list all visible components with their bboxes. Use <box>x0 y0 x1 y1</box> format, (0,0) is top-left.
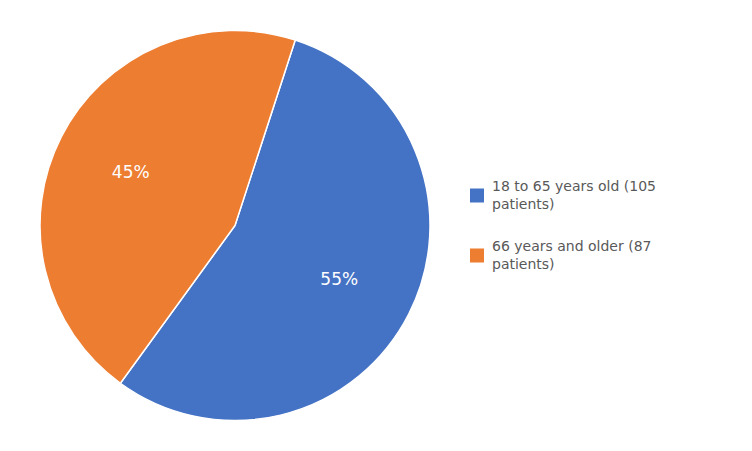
legend-label-line: patients) <box>492 196 555 212</box>
legend-label-line: patients) <box>492 256 555 272</box>
legend-swatch <box>470 249 484 263</box>
legend-label: 18 to 65 years old (105 patients) <box>492 178 656 212</box>
data-label: 45% <box>112 162 150 182</box>
data-labels: 55% 45% <box>112 162 358 288</box>
background <box>0 0 752 451</box>
legend: 18 to 65 years old (105patients)66 years… <box>470 178 656 272</box>
legend-label-line: 18 to 65 years old (105 <box>492 178 656 194</box>
slice <box>40 31 295 384</box>
legend-label: 66 years and older (87 patients) <box>492 238 651 272</box>
legend-label-line: 66 years and older (87 <box>492 238 651 254</box>
chart-container: 55%45%18 to 65 years old (105patients)66… <box>0 0 752 451</box>
legend-swatch <box>470 189 484 203</box>
slices <box>40 31 430 421</box>
chart: 55%45%18 to 65 years old (105patients)66… <box>0 0 752 451</box>
data-label: 55% <box>320 269 358 289</box>
